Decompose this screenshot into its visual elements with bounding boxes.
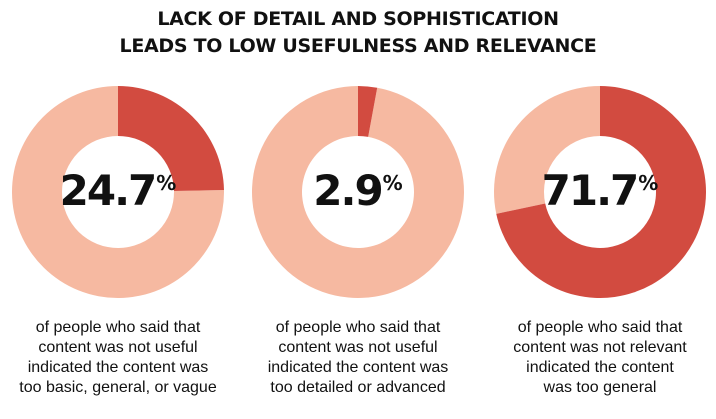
caption-line: of people who said that xyxy=(275,319,441,336)
caption-line: indicated the content xyxy=(526,359,674,376)
title-line-2: LEADS TO LOW USEFULNESS AND RELEVANCE xyxy=(119,35,597,57)
percentage-label: 2.9 % xyxy=(313,170,402,212)
caption-line: indicated the content was xyxy=(267,359,449,376)
percentage-label: 24.7 % xyxy=(60,170,177,212)
donut-slice-value xyxy=(496,86,706,298)
chart-title: LACK OF DETAIL AND SOPHISTICATION LEADS … xyxy=(0,6,716,60)
percentage-sign: % xyxy=(382,171,403,195)
caption-line: was too general xyxy=(543,379,657,396)
caption-too-detailed: of people who said that content was not … xyxy=(243,318,473,398)
percentage-number: 2.9 xyxy=(313,166,383,215)
donut-slice-value xyxy=(118,86,224,191)
donut-slice-remainder xyxy=(494,86,600,214)
donut-slice-remainder xyxy=(252,86,464,298)
percentage-number: 24.7 xyxy=(59,166,158,215)
title-line-1: LACK OF DETAIL AND SOPHISTICATION xyxy=(157,8,559,30)
caption-line: too basic, general, or vague xyxy=(19,379,217,396)
caption-line: of people who said that xyxy=(517,319,683,336)
percentage-label: 71.7 % xyxy=(542,170,659,212)
donut-chart-too-detailed: 2.9 % xyxy=(252,86,464,298)
percentage-number: 71.7 xyxy=(541,166,640,215)
caption-line: content was not useful xyxy=(38,339,198,356)
caption-too-general: of people who said that content was not … xyxy=(485,318,715,398)
donut-chart-too-general: 71.7 % xyxy=(494,86,706,298)
percentage-sign: % xyxy=(156,171,177,195)
donut-slice-value xyxy=(358,86,378,137)
donut-svg xyxy=(494,86,706,298)
donut-svg xyxy=(12,86,224,298)
caption-line: content was not relevant xyxy=(513,339,687,356)
caption-too-basic: of people who said that content was not … xyxy=(3,318,233,398)
percentage-sign: % xyxy=(638,171,659,195)
caption-line: content was not useful xyxy=(278,339,438,356)
donut-svg xyxy=(252,86,464,298)
donut-chart-too-basic: 24.7 % xyxy=(12,86,224,298)
donut-slice-remainder xyxy=(12,86,224,298)
caption-line: of people who said that xyxy=(35,319,201,336)
caption-line: indicated the content was xyxy=(27,359,209,376)
caption-line: too detailed or advanced xyxy=(270,379,446,396)
